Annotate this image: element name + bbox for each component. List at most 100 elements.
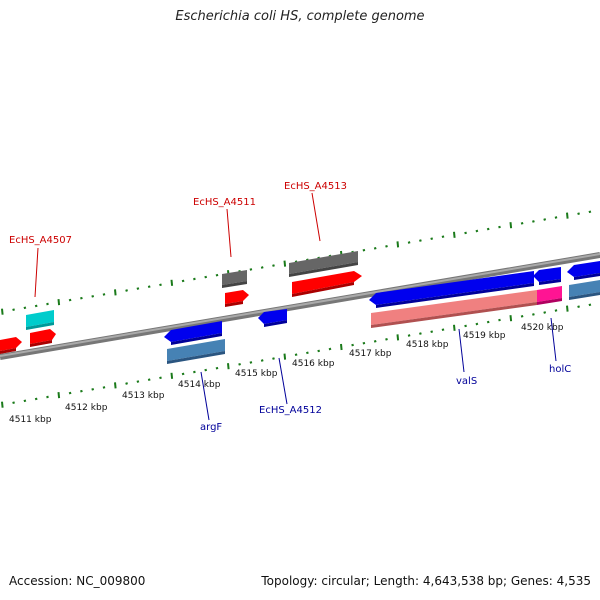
scale-tick [91,294,95,298]
scale-tick [407,334,411,337]
scale-tick [125,289,128,292]
scale-tick [12,401,15,405]
scale-label: 4514 kbp [178,380,221,390]
gene-label-echs-a4512[interactable]: EcHS_A4512 [259,405,322,416]
feature-reverse-holC-blue[interactable] [533,267,561,285]
scale-tick [498,225,501,229]
scale-tick [125,382,128,385]
scale-tick [328,347,332,351]
scale-tick [340,343,343,351]
scale-tick [227,363,230,370]
scale-tick [159,283,162,287]
scale-tick [543,311,547,314]
scale-tick [260,359,264,362]
scale-tick [396,241,400,248]
scale-tick [204,368,208,372]
scale-tick [12,308,15,312]
feature-reverse-right-edge[interactable] [567,261,600,280]
scale-tick [441,235,445,239]
scale-tick [170,372,174,379]
scale-tick [419,239,422,242]
leader-lines [34,192,557,421]
scale-tick [532,220,535,223]
scale-tick [238,362,241,366]
gene-label-vals[interactable]: valS [456,376,477,387]
scale-tick [1,401,4,408]
gene-label-echs-a4511[interactable]: EcHS_A4511 [193,197,256,208]
scale-tick [68,391,72,395]
feature-reverse-argF-blue[interactable] [164,321,222,345]
feature-forward-a4507[interactable] [30,329,56,347]
scale-tick [57,392,61,399]
genome-summary-label: Topology: circular; Length: 4,643,538 bp… [261,574,591,588]
scale-tick [80,296,83,300]
feature-forward-alt-valS[interactable] [371,290,537,328]
scale-tick [215,366,219,370]
scale-tick [23,306,27,310]
scale-label: 4520 kbp [521,323,564,333]
scale-tick [373,339,377,343]
gene-label-holc[interactable]: holC [549,364,571,375]
scale-tick [170,279,174,286]
feature-forward-left-edge[interactable] [0,337,22,354]
scale-tick [114,382,117,389]
scale-tick [102,293,106,296]
feature-rna-a4507[interactable] [26,310,54,330]
scale-tick [23,399,27,403]
scale-tick [283,353,287,360]
feature-forward-a4513[interactable] [292,271,362,297]
feature-reverse-a4512[interactable] [258,309,287,327]
scale-tick [566,305,569,312]
scale-tick [407,241,411,244]
feature-reverse-valS[interactable] [369,271,534,308]
scale-tick [419,332,422,335]
scale-tick [136,380,140,383]
outer-scale-track [1,210,592,315]
scale-tick [68,298,72,302]
scale-tick [34,304,38,308]
scale-tick [147,378,151,382]
scale-tick [588,210,592,214]
gene-label-echs-a4507[interactable]: EcHS_A4507 [9,235,72,246]
scale-tick [373,246,377,250]
scale-labels: 4511 kbp 4512 kbp 4513 kbp 4514 kbp 4515… [9,323,564,425]
scale-tick [46,302,49,306]
scale-tick [520,221,524,225]
gene-label-argf[interactable]: argF [200,422,222,433]
scale-tick [181,279,185,283]
scale-tick [430,237,434,241]
scale-tick [577,305,580,309]
feature-steel-right-edge[interactable] [569,280,600,300]
scale-label: 4517 kbp [349,349,392,359]
gene-label-echs-a4513[interactable]: EcHS_A4513 [284,181,347,192]
scale-tick [193,370,196,374]
scale-tick [520,314,524,318]
scale-tick [453,324,456,331]
scale-label: 4519 kbp [463,331,506,341]
inner-scale-track [1,303,592,408]
scale-label: 4518 kbp [406,340,449,350]
scale-tick [193,277,196,281]
scale-tick [577,212,580,216]
scale-tick [102,386,106,389]
scale-tick [57,299,61,306]
feature-forward-a4511[interactable] [225,290,249,307]
scale-tick [498,318,501,322]
scale-tick [351,343,354,347]
feature-overlap-holC[interactable] [537,286,562,305]
feature-reverse-argF-steel[interactable] [167,339,225,364]
scale-tick [181,372,185,376]
scale-tick [283,260,287,267]
scale-tick [588,303,592,307]
feature-pseudo-a4511[interactable] [222,270,247,288]
scale-tick [543,218,547,221]
scale-tick [34,397,38,401]
scale-label: 4511 kbp [9,415,52,425]
scale-tick [272,357,275,360]
scale-tick [475,229,479,233]
feature-pseudo-a4513[interactable] [289,251,358,277]
scale-tick [260,266,264,269]
scale-tick [317,349,321,353]
scale-tick [136,287,140,290]
